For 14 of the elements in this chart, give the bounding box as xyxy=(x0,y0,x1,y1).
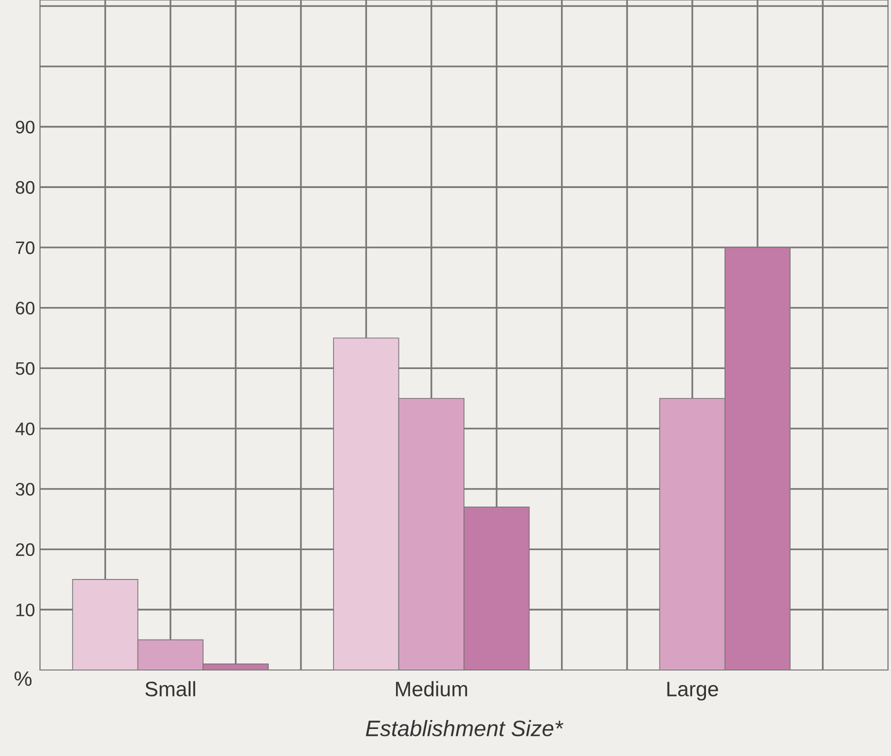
y-tick-label: 80 xyxy=(16,181,34,194)
y-tick-label: 90 xyxy=(16,120,34,134)
y-tick-label: 50 xyxy=(16,362,34,375)
y-tick-label: 30 xyxy=(16,482,34,496)
x-tick-label: Large xyxy=(667,682,718,701)
y-tick-label: 10 xyxy=(16,604,34,616)
x-axis-title: Establishment Size* xyxy=(366,720,564,736)
x-tick-label: Small xyxy=(145,681,196,696)
y-tick-label: 40 xyxy=(15,422,34,436)
y-tick-label: 70 xyxy=(16,241,34,254)
y-tick-label: 60 xyxy=(16,302,34,315)
x-tick-label: Medium xyxy=(396,681,468,696)
y-axis-title: % xyxy=(14,671,32,686)
y-tick-label: 20 xyxy=(16,543,34,556)
